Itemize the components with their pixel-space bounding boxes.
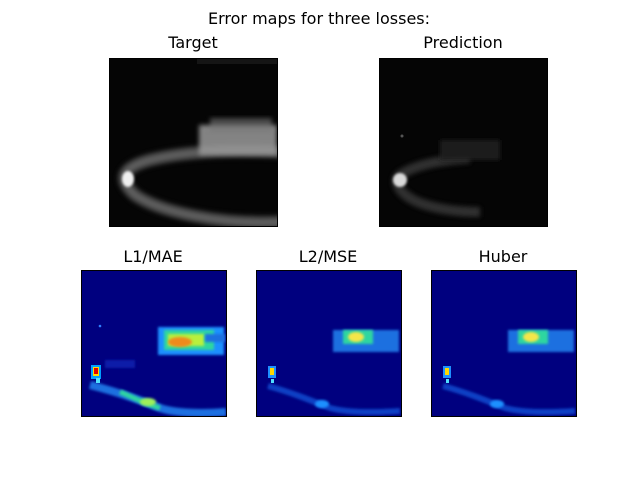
l2-intensity	[267, 330, 401, 415]
l1-intensity	[89, 324, 226, 416]
figure-title: Error maps for three losses:	[208, 9, 430, 28]
l1-title: L1/MAE	[123, 247, 182, 266]
target-intensity	[117, 58, 277, 226]
huber-title: Huber	[479, 247, 528, 266]
prediction-intensity	[392, 134, 500, 217]
prediction-title: Prediction	[423, 33, 502, 52]
huber-intensity	[442, 330, 576, 415]
target-panel: Target	[109, 33, 277, 226]
prediction-panel: Prediction	[379, 33, 547, 226]
l1-panel: L1/MAE	[81, 247, 226, 416]
l2-panel: L2/MSE	[256, 247, 401, 416]
huber-panel: Huber	[431, 247, 576, 416]
panel-frames	[81, 58, 577, 417]
l2-title: L2/MSE	[299, 247, 358, 266]
target-title: Target	[167, 33, 218, 52]
